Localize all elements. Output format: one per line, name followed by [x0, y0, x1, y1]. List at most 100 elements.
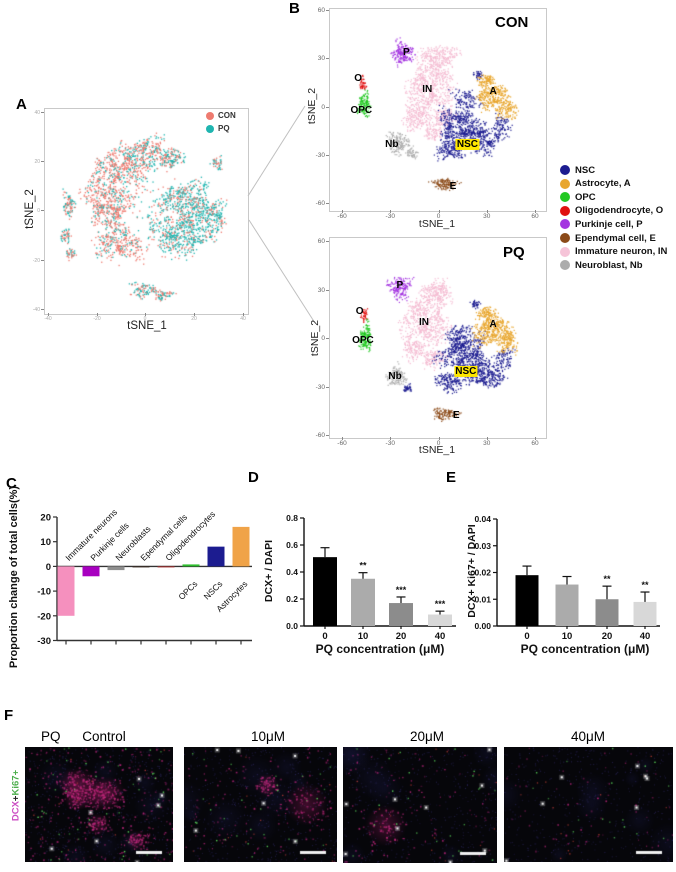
legend-item-Oligodendrocyte-O: Oligodendrocyte, O: [560, 205, 663, 217]
panel-a-y-tick-label: -20: [32, 258, 40, 264]
panel-a-x-tick-mark: [48, 313, 49, 316]
x-tick-label: 30: [483, 213, 491, 220]
panel-a-x-tick-label: 40: [240, 316, 246, 322]
y-tick-label: -60: [315, 200, 325, 207]
panel-a-x-tick-mark: [243, 313, 244, 316]
c-y-tick-label: 20: [40, 513, 51, 524]
y-tick-label: 0.01: [474, 594, 491, 604]
y-tick-label: 60: [317, 7, 325, 14]
micrograph-1: [184, 747, 337, 862]
legend-label: OPC: [575, 191, 596, 203]
x-tick-mark: [535, 437, 536, 440]
y-tick-label: 0.04: [474, 514, 491, 524]
panel-a-y-tick-label: 0: [37, 208, 40, 214]
panel-a-x-tick-mark: [194, 313, 195, 316]
micrograph-column-label-1: 10μM: [250, 729, 286, 744]
legend-label: Immature neuron, IN: [575, 246, 668, 258]
y-tick-mark: [326, 241, 329, 242]
x-tick-label: 0: [524, 631, 529, 642]
panel-f-side-label: DCX+Ki67+: [11, 756, 22, 836]
panel-a-x-tick-mark: [97, 313, 98, 316]
significance-stars: **: [359, 561, 367, 571]
y-tick-label: 0.03: [474, 541, 491, 551]
panel-a-x-tick-label: -20: [93, 316, 101, 322]
bar-40: [633, 601, 657, 626]
panel-letter-e: E: [446, 469, 457, 486]
y-tick-label: 30: [317, 55, 325, 63]
c-y-tick-label: -10: [37, 587, 51, 598]
micrograph-column-label-3: 40μM: [570, 729, 606, 744]
panel-letter-c: C: [6, 475, 17, 492]
panel-a-x-tick-mark: [145, 313, 146, 316]
x-tick-mark: [486, 210, 488, 213]
significance-stars: ***: [435, 599, 446, 609]
legend-label: Oligodendrocyte, O: [575, 205, 664, 217]
y-tick-label: 0.0: [286, 621, 298, 631]
legend-dot: [560, 219, 570, 230]
x-tick-mark: [390, 437, 392, 440]
panel-a-y-tick-label: -40: [32, 307, 40, 313]
c-y-tick-label: 10: [40, 537, 51, 548]
panel-a-y-tick-mark: [41, 210, 44, 211]
x-tick-label: 10: [358, 631, 369, 642]
micrograph-canvas-1: [184, 747, 337, 862]
y-tick-label: 0: [321, 335, 325, 342]
cluster-label-IN: IN: [422, 84, 433, 96]
panel-f-row-label: PQ: [41, 729, 61, 744]
legend-dot-CON: [206, 111, 214, 120]
legend-item-Astrocyte-A: Astrocyte, A: [560, 178, 631, 190]
x-tick-label: -30: [385, 440, 395, 447]
panel-d-x-axis-label: PQ concentration (μM): [315, 642, 445, 656]
panel-b-pq-scatter-canvas: [330, 238, 546, 438]
side-label-part: +: [10, 795, 22, 802]
y-tick-mark: [326, 154, 329, 156]
c-bar-7: [232, 526, 250, 567]
legend-label: Astrocyte, A: [575, 178, 631, 190]
c-bar-1: [82, 566, 100, 577]
panel-a-y-tick-mark: [41, 260, 44, 261]
x-tick-label: -60: [337, 440, 347, 447]
x-tick-label: 40: [640, 631, 651, 642]
bar-40: [428, 614, 452, 626]
y-tick-label: 0.02: [474, 568, 491, 578]
y-tick-label: 30: [317, 286, 325, 294]
panel-letter-f: F: [4, 707, 14, 724]
legend-label: Purkinje cell, P: [575, 218, 643, 230]
micrograph-2: [343, 747, 497, 863]
cluster-label-NSC: NSC: [454, 365, 478, 377]
significance-stars: **: [641, 580, 649, 590]
x-tick-mark: [438, 210, 440, 213]
legend-item-Immature-neuron-IN: Immature neuron, IN: [560, 246, 667, 258]
panel-e-x-axis-label: PQ concentration (μM): [520, 642, 650, 656]
cluster-label-Nb: Nb: [385, 139, 399, 151]
cluster-label-IN: IN: [419, 317, 430, 329]
y-tick-mark: [326, 435, 329, 436]
x-tick-label: 60: [531, 440, 539, 447]
x-tick-mark: [486, 437, 488, 440]
significance-stars: **: [603, 574, 611, 584]
c-bar-4: [157, 566, 175, 568]
panel-b-pq-tsne-plot: [329, 237, 547, 439]
panel-e-y-axis-label: DCX+ Ki67+ / DAPI: [466, 524, 478, 618]
y-tick-label: 0.6: [286, 540, 298, 550]
panel-e-bar-chart: 0.00 0.01 0.02 0.03 0.04 0 10 20 ** 40 **: [474, 514, 660, 642]
cluster-label-O: O: [355, 306, 364, 318]
legend-label: Neuroblast, Nb: [575, 259, 643, 271]
y-tick-label: 60: [317, 238, 325, 245]
y-tick-mark: [326, 10, 329, 11]
x-tick-label: 20: [602, 631, 613, 642]
cluster-label-A: A: [489, 85, 497, 97]
panel-b-con-title: CON: [495, 14, 529, 31]
cluster-label-OPC: OPC: [352, 335, 374, 347]
cluster-label-O: O: [354, 73, 362, 85]
legend-label: CON: [218, 111, 236, 120]
cluster-label-P: P: [402, 47, 410, 59]
micrograph-canvas-3: [504, 747, 673, 862]
legend-dot: [560, 246, 570, 257]
micrograph-canvas-0: [25, 747, 173, 862]
legend-dot: [560, 233, 570, 243]
y-tick-label: 0.8: [286, 513, 298, 523]
cluster-label-E: E: [449, 180, 457, 192]
panel-b-pq-title: PQ: [503, 244, 525, 261]
